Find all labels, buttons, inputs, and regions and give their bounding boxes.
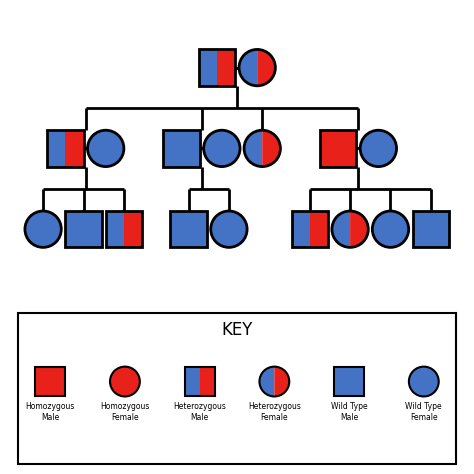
FancyBboxPatch shape xyxy=(292,211,310,247)
FancyBboxPatch shape xyxy=(124,211,142,247)
Text: Wild Type
Male: Wild Type Male xyxy=(331,402,367,422)
FancyBboxPatch shape xyxy=(18,313,456,465)
FancyBboxPatch shape xyxy=(200,366,215,396)
Wedge shape xyxy=(257,49,275,86)
FancyBboxPatch shape xyxy=(65,130,83,166)
Wedge shape xyxy=(259,366,274,396)
FancyBboxPatch shape xyxy=(199,49,217,86)
FancyBboxPatch shape xyxy=(413,211,449,247)
FancyBboxPatch shape xyxy=(310,211,328,247)
Wedge shape xyxy=(332,211,350,247)
Circle shape xyxy=(360,130,397,166)
Circle shape xyxy=(204,130,240,166)
FancyBboxPatch shape xyxy=(163,130,200,166)
FancyBboxPatch shape xyxy=(320,130,356,166)
FancyBboxPatch shape xyxy=(106,211,124,247)
Circle shape xyxy=(88,130,124,166)
FancyBboxPatch shape xyxy=(47,130,65,166)
FancyBboxPatch shape xyxy=(334,366,364,396)
Circle shape xyxy=(110,366,140,396)
Wedge shape xyxy=(244,130,262,166)
Circle shape xyxy=(372,211,409,247)
FancyBboxPatch shape xyxy=(170,211,207,247)
Wedge shape xyxy=(350,211,368,247)
Circle shape xyxy=(25,211,61,247)
Text: Homozygous
Male: Homozygous Male xyxy=(26,402,75,422)
Text: Heterozygous
Male: Heterozygous Male xyxy=(173,402,226,422)
Text: Homozygous
Female: Homozygous Female xyxy=(100,402,150,422)
FancyBboxPatch shape xyxy=(217,49,235,86)
Text: Heterozygous
Female: Heterozygous Female xyxy=(248,402,301,422)
Text: KEY: KEY xyxy=(221,321,253,339)
Circle shape xyxy=(409,366,439,396)
FancyBboxPatch shape xyxy=(185,366,200,396)
Text: Wild Type
Female: Wild Type Female xyxy=(405,402,442,422)
Wedge shape xyxy=(262,130,281,166)
FancyBboxPatch shape xyxy=(35,366,65,396)
Circle shape xyxy=(211,211,247,247)
FancyBboxPatch shape xyxy=(65,211,102,247)
Wedge shape xyxy=(274,366,289,396)
Wedge shape xyxy=(239,49,257,86)
